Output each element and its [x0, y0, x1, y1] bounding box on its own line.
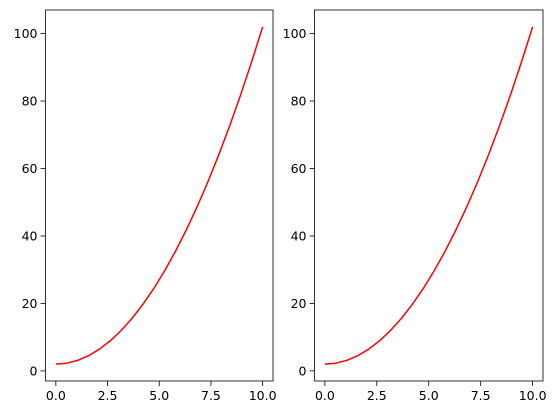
x-tick-label: 2.5 [367, 388, 387, 403]
x-tick-label: 0.0 [46, 388, 66, 403]
y-tick-label: 40 [291, 228, 307, 243]
x-tick-label: 5.0 [149, 388, 169, 403]
axes-frame [314, 9, 544, 382]
y-tick-label: 100 [283, 26, 307, 41]
x-tick-label: 5.0 [419, 388, 439, 403]
y-tick-label: 20 [291, 296, 307, 311]
y-tick-label: 60 [22, 161, 38, 176]
y-tick-label: 100 [14, 26, 38, 41]
y-tick-label: 0 [299, 363, 307, 378]
data-line [55, 26, 264, 365]
y-tick-label: 20 [22, 296, 38, 311]
y-tick-label: 0 [30, 363, 38, 378]
x-tick-label: 7.5 [471, 388, 491, 403]
y-tick-label: 40 [22, 228, 38, 243]
axes-frame [45, 9, 274, 382]
x-tick-label: 0.0 [315, 388, 335, 403]
y-tick-label: 60 [291, 161, 307, 176]
data-line [324, 26, 534, 365]
x-tick-label: 10.0 [519, 388, 547, 403]
y-tick-label: 80 [22, 94, 38, 109]
y-tick-label: 80 [291, 94, 307, 109]
x-tick-label: 2.5 [98, 388, 118, 403]
x-tick-label: 10.0 [249, 388, 277, 403]
x-tick-label: 7.5 [201, 388, 221, 403]
